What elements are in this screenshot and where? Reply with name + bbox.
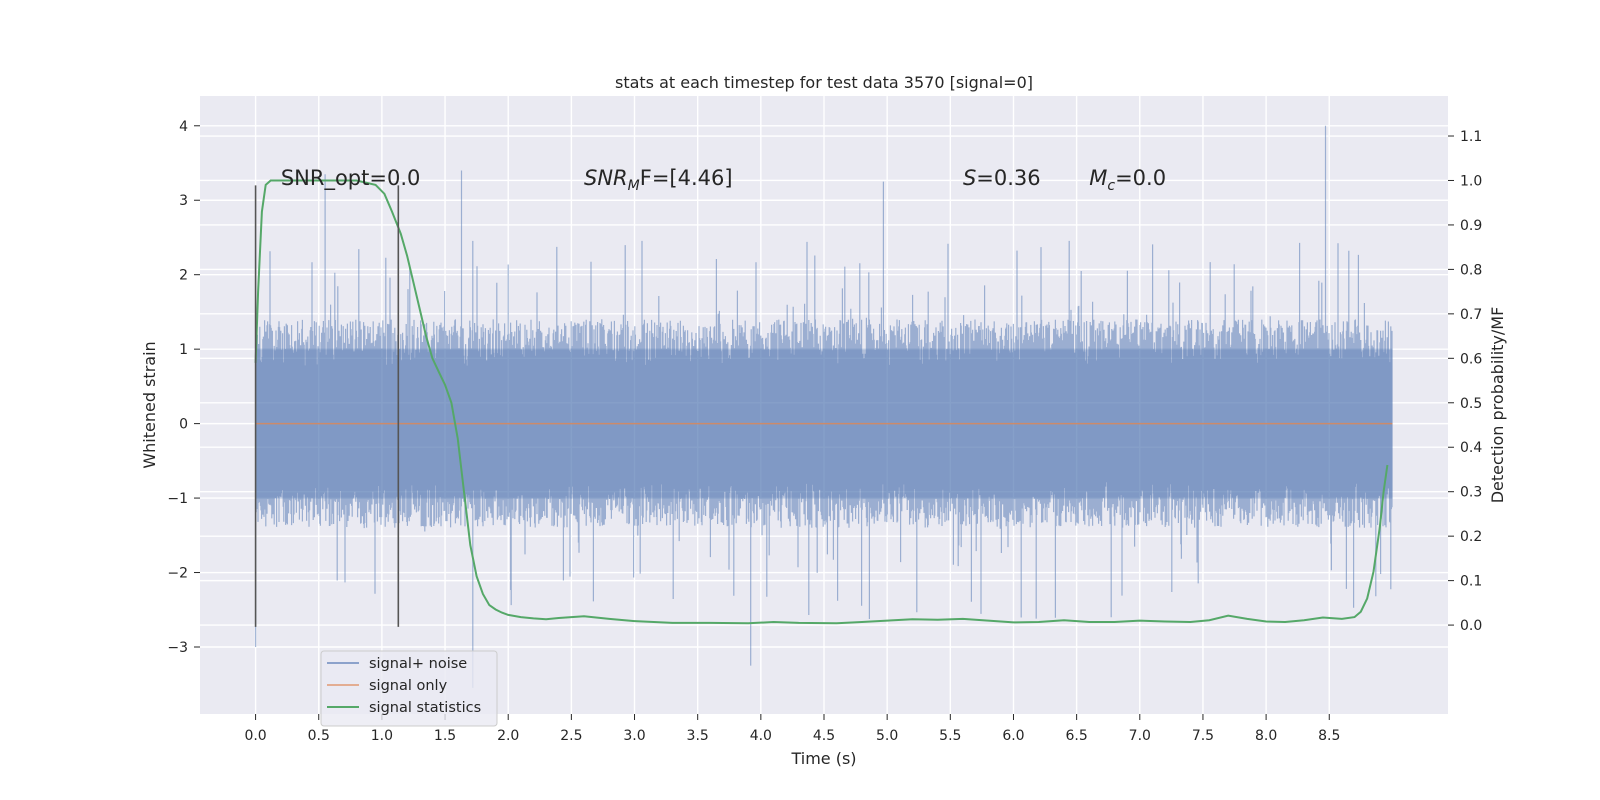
- legend-label-signal-statistics: signal statistics: [369, 700, 481, 716]
- x-tick-label: 1.5: [434, 728, 456, 744]
- y2-tick-label: 0.2: [1460, 529, 1482, 545]
- y-tick-label: −1: [167, 491, 188, 507]
- x-tick-label: 4.0: [750, 728, 772, 744]
- y-tick-label: −3: [167, 640, 188, 656]
- y2-tick-label: 1.1: [1460, 129, 1482, 145]
- y2-tick-label: 0.4: [1460, 440, 1482, 456]
- y2-tick-label: 0.9: [1460, 218, 1482, 234]
- y2-tick-label: 0.8: [1460, 262, 1482, 278]
- x-tick-label: 3.5: [687, 728, 709, 744]
- annotation-s-stat: S=0.36: [963, 166, 1041, 190]
- y-tick-label: −2: [167, 566, 188, 582]
- annotations: SNR_opt=0.0 SNRMF=[4.46] S=0.36 Mc=0.0: [281, 166, 1166, 194]
- x-tick-label: 8.0: [1255, 728, 1277, 744]
- x-tick-label: 3.0: [623, 728, 645, 744]
- annotation-snr-mf: SNRMF=[4.46]: [584, 166, 733, 194]
- x-tick-label: 7.5: [1192, 728, 1214, 744]
- y2-tick-label: 0.0: [1460, 618, 1482, 634]
- x-tick-label: 4.5: [813, 728, 835, 744]
- chart-title: stats at each timestep for test data 357…: [615, 73, 1033, 92]
- y-tick-label: 1: [179, 342, 188, 358]
- y-tick-label: 3: [179, 193, 188, 209]
- x-tick-label: 6.0: [1002, 728, 1024, 744]
- signal-statistics-line: [254, 179, 1389, 625]
- x-tick-label: 5.0: [876, 728, 898, 744]
- y2-axis-title: Detection probability/MF: [1488, 307, 1507, 504]
- x-tick-label: 5.5: [939, 728, 961, 744]
- y2-tick-label: 0.3: [1460, 485, 1482, 501]
- x-tick-label: 2.5: [560, 728, 582, 744]
- y-tick-label: 0: [179, 417, 188, 433]
- vertical-markers: [254, 185, 400, 627]
- x-tick-label: 7.0: [1129, 728, 1151, 744]
- legend-box: [320, 650, 498, 727]
- x-tick-label: 2.0: [497, 728, 519, 744]
- y2-tick-label: 0.6: [1460, 351, 1482, 367]
- y2-axis-ticks: 1.1 1.0 0.9 0.8 0.7 0.6 0.5 0.4 0.3 0.2 0.1 0.0: [1448, 129, 1482, 634]
- legend: signal+ noise signal only signal statist…: [320, 650, 498, 727]
- x-axis-ticks: 0.0 0.5 1.0 1.5 2.0 2.5 3.0 3.5 4.0 4.5 5.0 5.5 6.0 6…: [244, 714, 1340, 744]
- x-axis-title: Time (s): [790, 749, 856, 768]
- x-tick-label: 0.5: [308, 728, 330, 744]
- x-tick-label: 1.0: [371, 728, 393, 744]
- y-axis-ticks: 4 3 2 1 0 −1 −2 −3: [167, 119, 200, 656]
- y2-tick-label: 0.5: [1460, 396, 1482, 412]
- y-axis-title: Whitened strain: [140, 341, 159, 468]
- signal-statistics-series: [254, 179, 1389, 625]
- y-tick-label: 2: [179, 268, 188, 284]
- y2-tick-label: 0.7: [1460, 307, 1482, 323]
- y-tick-label: 4: [179, 119, 188, 135]
- x-tick-label: 0.0: [244, 728, 266, 744]
- legend-label-signal-noise: signal+ noise: [369, 656, 467, 672]
- y2-tick-label: 0.1: [1460, 574, 1482, 590]
- y2-tick-label: 1.0: [1460, 173, 1482, 189]
- annotation-snr-opt: SNR_opt=0.0: [281, 166, 421, 191]
- annotation-mc: Mc=0.0: [1089, 166, 1166, 194]
- x-tick-label: 8.5: [1318, 728, 1340, 744]
- legend-label-signal-only: signal only: [369, 678, 448, 694]
- x-tick-label: 6.5: [1065, 728, 1087, 744]
